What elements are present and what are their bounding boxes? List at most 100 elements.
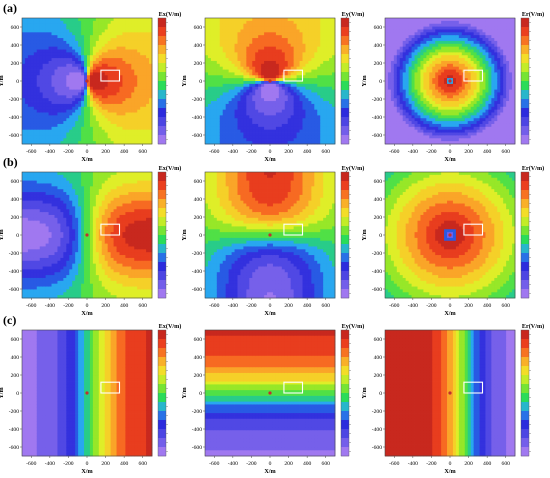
heat-cell <box>447 18 451 22</box>
heat-cell <box>45 63 49 68</box>
heat-cell <box>320 78 324 82</box>
heat-cell <box>110 69 114 73</box>
heat-cell <box>89 29 94 33</box>
heat-cell <box>444 38 448 42</box>
heat-cell <box>225 40 230 45</box>
heat-cell <box>69 89 73 93</box>
heat-cell <box>225 92 230 96</box>
heat-cell <box>66 46 70 50</box>
heat-cell <box>423 132 427 136</box>
heat-cell <box>140 23 144 27</box>
heat-cell <box>299 81 303 85</box>
heat-cell <box>435 115 439 119</box>
heat-cell <box>222 55 227 59</box>
heat-cell <box>30 75 35 79</box>
heat-cell <box>131 109 135 113</box>
heat-cell <box>237 89 241 93</box>
heat-cell <box>423 129 427 133</box>
heat-cell <box>432 115 436 119</box>
heat-cell <box>402 38 407 42</box>
heat-cell <box>98 46 103 50</box>
heat-cell <box>293 121 297 125</box>
heat-cell <box>119 60 123 65</box>
heat-cell <box>390 52 395 56</box>
heat-cell <box>450 69 454 73</box>
heat-cell <box>222 81 227 85</box>
heat-cell <box>149 86 153 90</box>
heat-cell <box>104 58 109 62</box>
heat-cell <box>131 141 135 145</box>
heat-cell <box>290 58 295 62</box>
heat-cell <box>420 20 424 25</box>
heat-cell <box>104 101 109 105</box>
heat-cell <box>122 55 126 59</box>
heat-cell <box>411 92 415 96</box>
heat-cell <box>122 89 126 93</box>
heat-cell <box>243 58 247 62</box>
heat-cell <box>219 40 224 45</box>
heat-cell <box>137 66 141 70</box>
heat-cell <box>402 115 407 119</box>
heat-cell <box>101 32 106 36</box>
heat-cell <box>205 121 209 125</box>
heat-cell <box>252 101 256 105</box>
heat-cell <box>228 123 232 128</box>
heat-cell <box>305 95 309 99</box>
heat-cell <box>54 18 58 22</box>
heat-cell <box>51 138 55 142</box>
heat-cell <box>305 123 309 128</box>
heat-cell <box>69 55 73 59</box>
heat-cell <box>39 35 44 39</box>
heat-cell <box>278 60 283 65</box>
heat-cell <box>243 26 247 30</box>
heat-cell <box>447 38 451 42</box>
heat-cell <box>447 115 451 119</box>
heat-cell <box>332 86 336 90</box>
heat-cell <box>119 103 123 108</box>
heat-cell <box>92 32 97 36</box>
heat-cell <box>57 38 61 42</box>
heat-cell <box>81 141 85 145</box>
heat-cell <box>33 75 38 79</box>
heat-cell <box>216 38 221 42</box>
heat-cell <box>216 106 221 111</box>
heat-cell <box>246 81 250 85</box>
heat-cell <box>314 92 318 96</box>
heat-cell <box>128 101 132 105</box>
heat-cell <box>385 35 389 39</box>
heat-cell <box>137 98 141 102</box>
heat-cell <box>84 35 88 39</box>
heat-cell <box>75 29 79 33</box>
heat-cell <box>54 52 58 56</box>
heat-cell <box>116 106 120 111</box>
heat-cell <box>134 109 138 113</box>
heat-cell <box>210 126 215 131</box>
heat-cell <box>240 55 244 59</box>
heat-cell <box>22 20 26 25</box>
heat-cell <box>261 43 265 48</box>
heat-cell <box>243 92 247 96</box>
heat-cell <box>267 81 271 85</box>
heat-cell <box>255 35 259 39</box>
heat-cell <box>92 141 97 145</box>
heat-cell <box>27 58 32 62</box>
heat-cell <box>81 26 85 30</box>
heat-cell <box>275 63 280 68</box>
heat-cell <box>299 35 303 39</box>
heat-cell <box>110 75 114 79</box>
heat-cell <box>402 78 407 82</box>
heat-cell <box>60 109 64 113</box>
heat-cell <box>311 118 315 122</box>
heat-cell <box>405 26 410 30</box>
heat-cell <box>128 29 132 33</box>
heat-cell <box>30 46 35 50</box>
heat-cell <box>39 95 44 99</box>
heat-cell <box>140 92 144 96</box>
heat-cell <box>84 72 88 76</box>
heat-cell <box>387 121 392 125</box>
heat-cell <box>270 103 274 108</box>
heat-cell <box>234 112 238 116</box>
heat-cell <box>278 75 283 79</box>
heat-cell <box>39 23 44 27</box>
heat-cell <box>128 66 132 70</box>
